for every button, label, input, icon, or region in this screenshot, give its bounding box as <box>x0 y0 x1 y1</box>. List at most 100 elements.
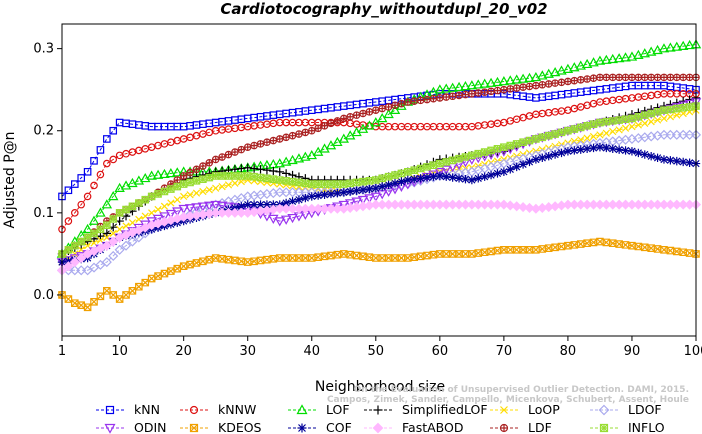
data-point <box>103 233 111 242</box>
data-point <box>147 274 156 283</box>
data-point <box>564 241 572 250</box>
data-point <box>313 191 323 200</box>
data-point <box>524 72 535 82</box>
y-tick-label: 0.1 <box>33 206 54 221</box>
data-point <box>154 205 162 214</box>
data-point <box>397 254 406 262</box>
data-point <box>212 184 220 192</box>
data-point <box>666 113 675 121</box>
data-point <box>640 111 649 119</box>
data-point <box>551 130 559 138</box>
data-point <box>601 54 612 64</box>
data-point <box>543 68 554 78</box>
data-point <box>333 250 342 259</box>
data-point <box>231 148 239 156</box>
data-point <box>71 241 79 250</box>
data-point <box>288 177 297 186</box>
data-point <box>671 103 683 113</box>
data-point <box>564 77 572 86</box>
data-point <box>281 198 291 208</box>
data-point <box>596 131 604 139</box>
data-point <box>351 197 362 207</box>
data-point <box>557 242 566 251</box>
data-point <box>685 158 694 167</box>
data-point <box>608 144 617 153</box>
data-point <box>404 167 412 176</box>
data-point <box>384 172 393 181</box>
x-axis: 1 10 20 30 40 50 60 70 80 90 100 <box>58 336 702 359</box>
data-point <box>596 73 604 82</box>
data-point <box>301 193 310 203</box>
data-point <box>461 90 470 99</box>
data-point <box>120 180 132 190</box>
data-point <box>345 187 355 196</box>
data-point <box>160 187 169 196</box>
data-point <box>461 153 470 161</box>
data-point <box>602 73 611 82</box>
data-point <box>595 142 605 152</box>
data-point <box>468 151 476 160</box>
data-point <box>621 146 630 155</box>
data-point <box>167 267 175 275</box>
data-point <box>679 73 687 82</box>
data-point <box>492 76 503 87</box>
data-point <box>666 246 675 255</box>
data-point <box>517 73 529 83</box>
legend-item-lof: LOF <box>288 402 350 417</box>
data-point <box>165 209 177 220</box>
data-point <box>320 252 329 261</box>
x-tick-label: 90 <box>624 344 641 359</box>
data-point <box>468 250 476 258</box>
data-point <box>192 165 201 174</box>
data-point <box>634 73 643 82</box>
data-point <box>551 79 559 87</box>
data-point <box>372 422 384 434</box>
data-point <box>205 173 214 182</box>
data-point <box>199 257 207 266</box>
series-kdeos <box>58 237 700 312</box>
data-point <box>493 145 502 153</box>
data-point <box>487 146 495 155</box>
data-point <box>519 138 527 147</box>
data-point <box>468 90 476 98</box>
data-point <box>365 108 374 116</box>
data-point <box>524 202 535 213</box>
data-point <box>505 200 516 211</box>
data-point <box>486 170 496 180</box>
x-tick-label: 30 <box>239 344 256 359</box>
data-point <box>172 207 183 217</box>
data-point <box>199 187 207 196</box>
data-point <box>435 171 445 181</box>
x-tick-label: 80 <box>560 344 577 359</box>
data-point <box>327 251 335 260</box>
data-point <box>563 147 573 156</box>
data-point <box>339 180 348 188</box>
data-point <box>263 255 271 264</box>
data-point <box>189 405 199 415</box>
data-point <box>63 261 74 272</box>
data-point <box>410 166 419 174</box>
data-point <box>103 159 111 168</box>
data-point <box>96 225 105 234</box>
data-point <box>249 164 259 173</box>
data-point <box>429 172 438 181</box>
data-point <box>218 172 226 180</box>
data-point <box>186 178 194 187</box>
data-point <box>583 239 591 248</box>
data-point <box>473 79 484 89</box>
data-point <box>64 217 73 225</box>
legend-item-inflo: INFLO <box>590 420 665 434</box>
data-point <box>346 179 354 188</box>
data-point <box>615 126 623 134</box>
data-point <box>173 176 182 184</box>
data-point <box>224 172 233 180</box>
data-point <box>71 209 79 217</box>
data-point <box>320 122 329 130</box>
data-point <box>608 117 617 125</box>
data-point <box>307 254 316 262</box>
data-point <box>441 83 452 93</box>
data-point <box>262 165 272 175</box>
y-tick-label: 0.2 <box>33 124 54 139</box>
x-tick-label: 10 <box>111 344 128 359</box>
data-point <box>499 167 509 176</box>
